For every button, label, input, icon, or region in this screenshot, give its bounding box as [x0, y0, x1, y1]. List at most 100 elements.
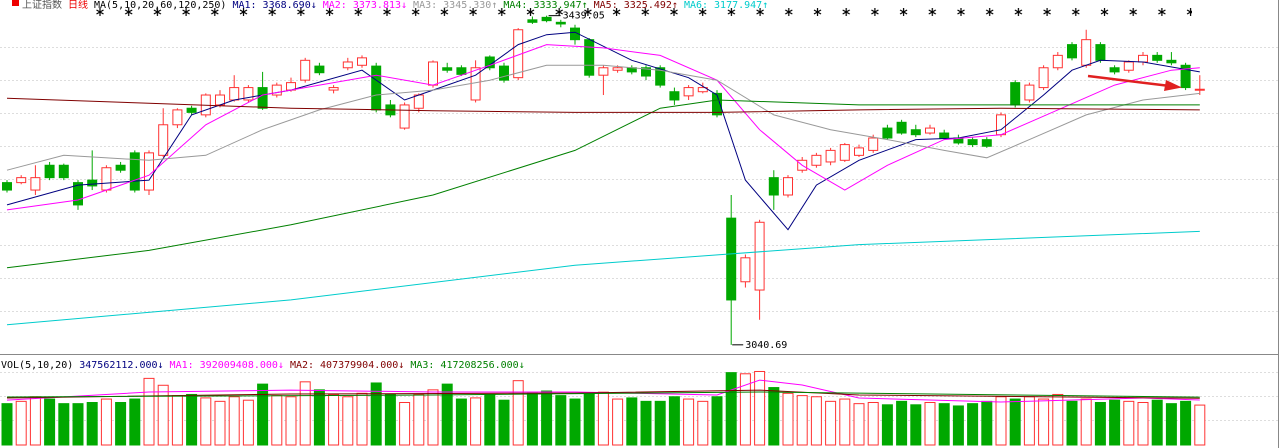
candle-body [1052, 54, 1063, 69]
volume-bar [15, 400, 27, 446]
volume-bar [413, 393, 425, 446]
volume-bar [938, 403, 950, 446]
candle-body [981, 139, 992, 147]
candle-body [58, 164, 69, 179]
volume-bar [484, 393, 496, 446]
volume-bar [171, 395, 183, 446]
candle-body [371, 65, 382, 111]
volume-bar [541, 390, 553, 446]
candle-body [854, 147, 864, 156]
volume-bar [967, 403, 979, 446]
candle-body [1010, 82, 1021, 106]
volume-bar [1109, 399, 1121, 446]
candle-body [328, 87, 339, 91]
volume-bar [214, 400, 226, 446]
header-text: MA(5,10,20,60,120,250) [94, 0, 226, 11]
title-icon [12, 0, 19, 6]
volume-bar [1009, 398, 1021, 446]
candle-body [839, 144, 850, 161]
volume-bar [285, 396, 297, 446]
volume-bar [512, 380, 524, 446]
volume-bar [157, 384, 169, 446]
volume-bar [569, 398, 581, 446]
volume-bar [867, 402, 879, 446]
volume-bar [1094, 402, 1106, 446]
volume-bar [981, 400, 993, 446]
candle-body [243, 87, 254, 101]
header-text: MA2: 407379904.000↓ [290, 360, 404, 371]
high-label: 3439.05 [563, 11, 605, 22]
volume-bar [640, 400, 652, 446]
header-text: MA5: 3325.492↑ [594, 0, 678, 11]
volume-bar [427, 389, 439, 446]
plot: 3439.05 3040.69 [1, 11, 1206, 446]
candle-body [229, 87, 240, 101]
candle-body [484, 56, 495, 69]
candle-body [314, 65, 325, 74]
volume-bar [668, 396, 680, 446]
candle-body [996, 114, 1006, 136]
volume-bar [356, 392, 368, 446]
candle-body [868, 137, 879, 151]
candle-body [428, 61, 438, 86]
volume-bar [626, 397, 638, 446]
candle-body [1024, 84, 1035, 101]
volume-bar [228, 396, 240, 446]
volume-bar [242, 399, 254, 446]
header-text: 日线 [68, 0, 88, 11]
volume-bar [455, 398, 467, 446]
candle-body [740, 257, 751, 283]
candle-body [158, 124, 169, 156]
ma-line [6, 44, 1200, 211]
candle-body [811, 154, 822, 166]
header-text: MA1: 392009408.000↓ [170, 360, 284, 371]
volume-bar [129, 398, 141, 446]
candle-body [1095, 44, 1106, 61]
candle-body [342, 61, 353, 69]
volume-bar [1052, 393, 1064, 446]
price-header: 上证指数 日线 MA(5,10,20,60,120,250) MA1: 3368.69… [22, 0, 768, 11]
volume-bar [711, 396, 723, 446]
candle-body [783, 177, 793, 196]
volume-bar [342, 396, 354, 446]
volume-bar [697, 400, 709, 446]
candle-body [655, 67, 666, 86]
ma-line [6, 379, 1200, 403]
volume-bar [754, 370, 766, 446]
volume-bar [399, 402, 411, 446]
volume-bar [441, 383, 453, 446]
candle-body [413, 94, 424, 109]
volume-bar [782, 392, 794, 446]
volume-bar [1151, 399, 1163, 446]
candle-body [456, 67, 467, 75]
volume-bar [768, 387, 780, 446]
volume-bar [796, 395, 808, 446]
volume-bar [739, 373, 751, 446]
candle-body [527, 19, 538, 23]
volume-bar [498, 399, 510, 446]
candle-body [882, 127, 893, 139]
candle-body [754, 221, 765, 291]
volume-bar [257, 383, 269, 446]
candle-body [910, 129, 921, 136]
candle-body [442, 67, 453, 71]
candle-body [186, 107, 197, 113]
volume-bar [58, 403, 70, 446]
header-text: MA2: 3373.813↓ [323, 0, 407, 11]
candle-body [825, 149, 836, 163]
volume-bar [1023, 396, 1035, 446]
candle-body [1081, 39, 1092, 66]
volume-bar [271, 395, 283, 446]
candle-body [1138, 54, 1148, 63]
candle-body [16, 177, 27, 184]
header-text: 上证指数 [22, 0, 62, 11]
ma-line [6, 97, 1200, 113]
volume-bar [1123, 400, 1135, 446]
volume-bar [370, 382, 382, 446]
candle-body [399, 104, 410, 129]
trend-arrow [1087, 74, 1182, 91]
candle-body [712, 92, 722, 116]
ma-line [6, 99, 1200, 269]
volume-bar [924, 402, 936, 446]
